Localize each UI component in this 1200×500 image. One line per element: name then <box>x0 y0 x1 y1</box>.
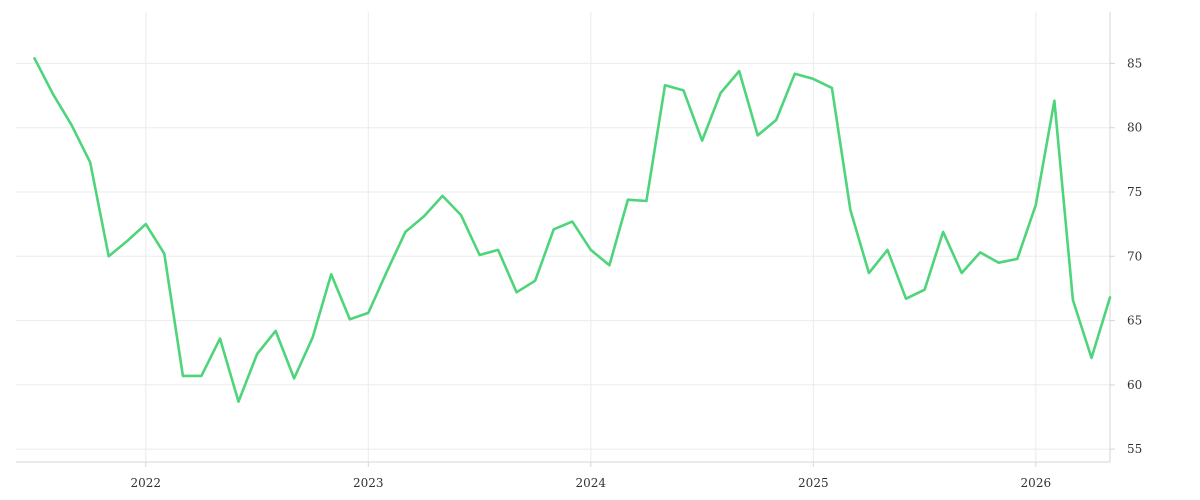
data-point <box>1072 299 1075 302</box>
data-point <box>756 134 759 137</box>
data-point <box>627 198 630 201</box>
data-point <box>868 272 871 275</box>
y-tick-label: 60 <box>1127 378 1142 392</box>
tick-labels: 55 60 65 70 75 80 85 2022 2023 2024 2025 2026 <box>131 56 1143 490</box>
y-tick-label: 55 <box>1127 442 1142 456</box>
data-point <box>182 375 185 378</box>
data-point <box>497 249 500 252</box>
data-point <box>70 124 73 127</box>
series-layer <box>33 56 1112 403</box>
data-point <box>163 252 166 255</box>
data-point <box>256 353 259 356</box>
data-point <box>608 264 611 267</box>
x-tick-label: 2023 <box>353 476 384 490</box>
data-point <box>645 200 648 203</box>
data-point <box>89 161 92 164</box>
data-point <box>441 195 444 198</box>
data-point <box>701 139 704 142</box>
data-point <box>348 318 351 321</box>
x-tick-label: 2024 <box>576 476 607 490</box>
axes <box>16 12 1115 467</box>
data-point <box>997 261 1000 264</box>
y-tick-label: 65 <box>1127 314 1142 328</box>
data-point <box>960 272 963 275</box>
data-point <box>905 297 908 300</box>
data-point <box>404 231 407 234</box>
data-point <box>849 209 852 212</box>
data-point <box>1053 99 1056 102</box>
data-point <box>423 215 426 218</box>
series-line <box>33 56 1112 403</box>
y-tick-label: 80 <box>1127 121 1142 135</box>
data-point <box>274 330 277 333</box>
grid <box>16 12 1110 462</box>
data-point <box>738 70 741 73</box>
data-point <box>33 57 36 60</box>
data-point <box>293 377 296 380</box>
data-point <box>534 279 537 282</box>
data-point <box>52 93 55 96</box>
data-point <box>812 78 815 81</box>
y-tick-label: 75 <box>1127 185 1142 199</box>
data-point <box>1016 258 1019 261</box>
data-point <box>1090 357 1093 360</box>
data-point <box>460 214 463 217</box>
data-point <box>1109 296 1112 299</box>
data-point <box>923 288 926 291</box>
data-point <box>144 223 147 226</box>
data-point <box>126 240 129 243</box>
data-point <box>1035 204 1038 207</box>
data-point <box>590 249 593 252</box>
data-point <box>219 337 222 340</box>
data-point <box>367 312 370 315</box>
y-tick-label: 70 <box>1127 249 1142 263</box>
data-point <box>775 119 778 122</box>
data-point <box>200 375 203 378</box>
data-point <box>682 89 685 92</box>
data-point <box>107 255 110 258</box>
data-point <box>478 254 481 257</box>
data-point <box>664 84 667 87</box>
data-point <box>386 270 389 273</box>
data-point <box>719 92 722 95</box>
data-point <box>237 400 240 403</box>
x-tick-label: 2026 <box>1021 476 1052 490</box>
data-point <box>942 231 945 234</box>
data-point <box>571 220 574 223</box>
data-point <box>979 251 982 254</box>
data-point <box>515 291 518 294</box>
data-point <box>886 249 889 252</box>
y-tick-label: 85 <box>1127 56 1142 70</box>
x-tick-label: 2025 <box>798 476 829 490</box>
x-tick-label: 2022 <box>131 476 162 490</box>
data-point <box>831 87 834 90</box>
data-point <box>330 273 333 276</box>
data-point <box>311 336 314 339</box>
data-point <box>552 228 555 231</box>
data-point <box>793 72 796 75</box>
